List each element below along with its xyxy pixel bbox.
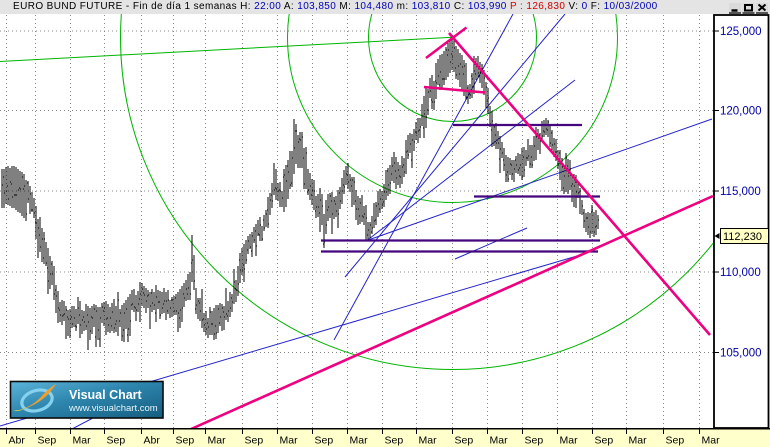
- svg-text:Abr: Abr: [9, 435, 26, 447]
- svg-text:Mar: Mar: [419, 435, 438, 447]
- svg-text:Sep: Sep: [315, 435, 334, 447]
- svg-text:112,230: 112,230: [723, 231, 762, 243]
- svg-text:Mar: Mar: [350, 435, 369, 447]
- svg-text:Abr: Abr: [144, 435, 161, 447]
- svg-text:Sep: Sep: [107, 435, 126, 447]
- svg-text:www.visualchart.com: www.visualchart.com: [68, 403, 158, 414]
- svg-text:110,000: 110,000: [720, 267, 761, 279]
- svg-text:Sep: Sep: [666, 435, 685, 447]
- svg-text:Mar: Mar: [702, 435, 721, 447]
- svg-text:Mar: Mar: [629, 435, 648, 447]
- svg-text:115,000: 115,000: [720, 186, 761, 198]
- svg-text:Visual Chart: Visual Chart: [69, 388, 143, 402]
- svg-text:Sep: Sep: [385, 435, 404, 447]
- svg-text:Sep: Sep: [245, 435, 264, 447]
- svg-text:120,000: 120,000: [720, 106, 762, 118]
- svg-text:125,000: 125,000: [720, 26, 762, 38]
- svg-text:Mar: Mar: [280, 435, 299, 447]
- svg-text:Sep: Sep: [525, 435, 544, 447]
- svg-text:Sep: Sep: [176, 435, 195, 447]
- svg-text:Mar: Mar: [490, 435, 509, 447]
- svg-text:Sep: Sep: [38, 435, 57, 447]
- svg-text:105,000: 105,000: [720, 348, 762, 360]
- svg-text:Mar: Mar: [73, 435, 92, 447]
- svg-text:Sep: Sep: [595, 435, 614, 447]
- svg-text:Sep: Sep: [455, 435, 474, 447]
- svg-text:Mar: Mar: [560, 435, 579, 447]
- svg-text:Mar: Mar: [208, 435, 227, 447]
